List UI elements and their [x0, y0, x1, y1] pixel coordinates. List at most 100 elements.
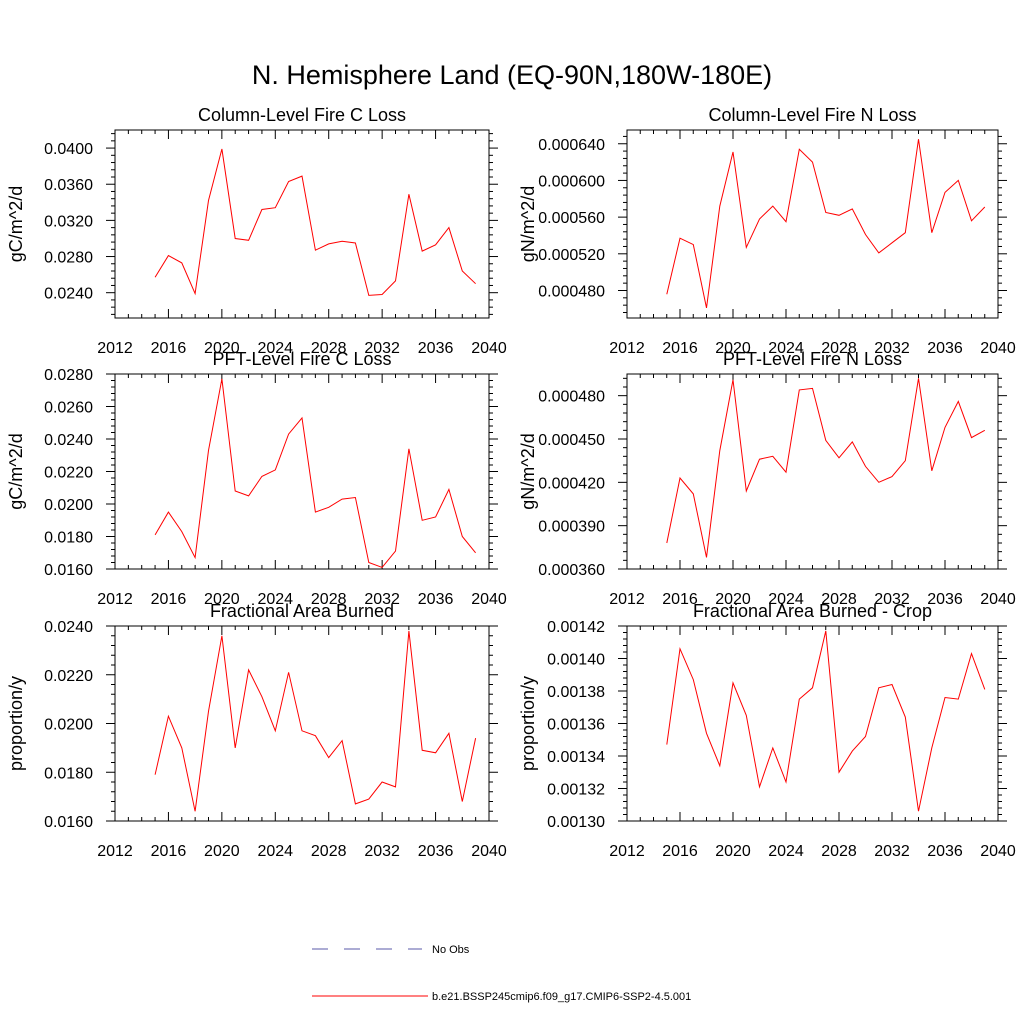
x-tick-label: 2024 — [768, 843, 804, 860]
panel-title: Column-Level Fire C Loss — [198, 105, 406, 125]
series-line — [154, 148, 476, 296]
y-tick-label: 0.00134 — [547, 749, 605, 766]
x-tick-label: 2012 — [609, 340, 645, 357]
x-tick-label: 2020 — [715, 340, 751, 357]
y-tick-label: 0.0360 — [44, 177, 93, 194]
y-tick-label: 0.0240 — [44, 286, 93, 303]
x-tick-label: 2012 — [97, 843, 133, 860]
x-tick-label: 2040 — [471, 843, 507, 860]
x-tick-label: 2028 — [311, 843, 347, 860]
y-tick-label: 0.000420 — [538, 475, 605, 492]
x-tick-label: 2032 — [874, 591, 910, 608]
x-tick-label: 2036 — [418, 843, 454, 860]
x-tick-label: 2012 — [97, 591, 133, 608]
panels: Column-Level Fire C Loss gC/m^2/d 2012 2016… — [6, 105, 1016, 860]
y-tick-label: 0.0180 — [44, 530, 93, 547]
y-tick-label: 0.00140 — [547, 652, 605, 669]
plot-frame — [114, 373, 490, 570]
y-tick-label: 0.0220 — [44, 465, 93, 482]
plot-frame — [114, 129, 490, 319]
x-tick-label: 2020 — [204, 843, 240, 860]
figure-title: N. Hemisphere Land (EQ-90N,180W-180E) — [252, 60, 772, 90]
y-axis-label: proportion/y — [6, 676, 26, 771]
x-tick-label: 2040 — [471, 591, 507, 608]
y-tick-label: 0.000480 — [538, 389, 605, 406]
x-tick-label: 2036 — [927, 843, 963, 860]
x-tick-label: 2032 — [874, 843, 910, 860]
y-tick-label: 0.0160 — [44, 814, 93, 831]
x-tick-label: 2036 — [418, 591, 454, 608]
panel-title: Column-Level Fire N Loss — [708, 105, 916, 125]
y-tick-label: 0.00136 — [547, 717, 605, 734]
y-tick-label: 0.0280 — [44, 250, 93, 267]
y-tick-label: 0.000360 — [538, 562, 605, 579]
y-tick-label: 0.0220 — [44, 668, 93, 685]
y-tick-label: 0.0240 — [44, 432, 93, 449]
x-tick-label: 2032 — [364, 591, 400, 608]
x-tick-label: 2020 — [715, 591, 751, 608]
x-tick-label: 2024 — [257, 843, 293, 860]
y-tick-label: 0.000600 — [538, 173, 605, 190]
plot-frame — [626, 129, 999, 319]
x-tick-label: 2040 — [980, 340, 1016, 357]
panel-2: Column-Level Fire N Loss gN/m^2/d 2012 2016… — [518, 105, 1016, 357]
legend-model-label: b.e21.BSSP245cmip6.f09_g17.CMIP6-SSP2-4.… — [432, 991, 691, 1003]
x-tick-label: 2020 — [715, 843, 751, 860]
x-tick-label: 2028 — [821, 591, 857, 608]
y-tick-label: 0.0320 — [44, 213, 93, 230]
x-tick-label: 2012 — [609, 591, 645, 608]
x-tick-label: 2020 — [204, 340, 240, 357]
x-tick-label: 2040 — [980, 591, 1016, 608]
y-tick-label: 0.0180 — [44, 765, 93, 782]
y-tick-label: 0.000480 — [538, 283, 605, 300]
x-tick-label: 2028 — [311, 340, 347, 357]
panel-title: Fractional Area Burned - Crop — [693, 601, 932, 621]
x-tick-label: 2024 — [257, 340, 293, 357]
x-tick-label: 2040 — [471, 340, 507, 357]
x-tick-label: 2032 — [364, 843, 400, 860]
legend-no-obs-label: No Obs — [432, 944, 470, 956]
y-axis-label: proportion/y — [518, 676, 538, 771]
x-tick-label: 2020 — [204, 591, 240, 608]
y-axis-label: gC/m^2/d — [6, 186, 26, 262]
y-tick-label: 0.0200 — [44, 497, 93, 514]
x-tick-label: 2012 — [609, 843, 645, 860]
y-tick-label: 0.00138 — [547, 684, 605, 701]
panel-6: Fractional Area Burned - Crop proportion/… — [518, 601, 1016, 860]
y-tick-label: 0.0160 — [44, 562, 93, 579]
y-tick-label: 0.00130 — [547, 814, 605, 831]
y-tick-label: 0.0260 — [44, 400, 93, 417]
x-tick-label: 2036 — [927, 340, 963, 357]
x-tick-label: 2032 — [874, 340, 910, 357]
x-tick-label: 2032 — [364, 340, 400, 357]
x-tick-label: 2016 — [151, 591, 187, 608]
x-tick-label: 2024 — [768, 340, 804, 357]
x-tick-label: 2036 — [927, 591, 963, 608]
x-tick-label: 2016 — [662, 591, 698, 608]
panel-title: Fractional Area Burned — [210, 601, 394, 621]
x-tick-label: 2012 — [97, 340, 133, 357]
y-tick-label: 0.0280 — [44, 367, 93, 384]
y-axis-label: gC/m^2/d — [6, 433, 26, 509]
x-tick-label: 2024 — [768, 591, 804, 608]
y-tick-label: 0.00142 — [547, 619, 605, 636]
x-tick-label: 2028 — [821, 843, 857, 860]
x-tick-label: 2028 — [821, 340, 857, 357]
y-tick-label: 0.000560 — [538, 210, 605, 227]
series-line — [666, 378, 986, 558]
panel-4: PFT-Level Fire N Loss gN/m^2/d 2012 2016 202… — [518, 349, 1016, 608]
y-tick-label: 0.0200 — [44, 717, 93, 734]
x-tick-label: 2016 — [662, 340, 698, 357]
x-tick-label: 2024 — [257, 591, 293, 608]
panel-title: PFT-Level Fire C Loss — [212, 349, 391, 369]
y-tick-label: 0.000390 — [538, 519, 605, 536]
plot-frame — [626, 373, 999, 570]
series-line — [666, 139, 986, 309]
y-axis-label: gN/m^2/d — [518, 433, 538, 509]
series-line — [154, 378, 476, 568]
y-axis-label: gN/m^2/d — [518, 186, 538, 262]
series-line — [666, 630, 986, 812]
legend: No Obs b.e21.BSSP245cmip6.f09_g17.CMIP6-… — [312, 944, 691, 1003]
y-tick-label: 0.0240 — [44, 619, 93, 636]
